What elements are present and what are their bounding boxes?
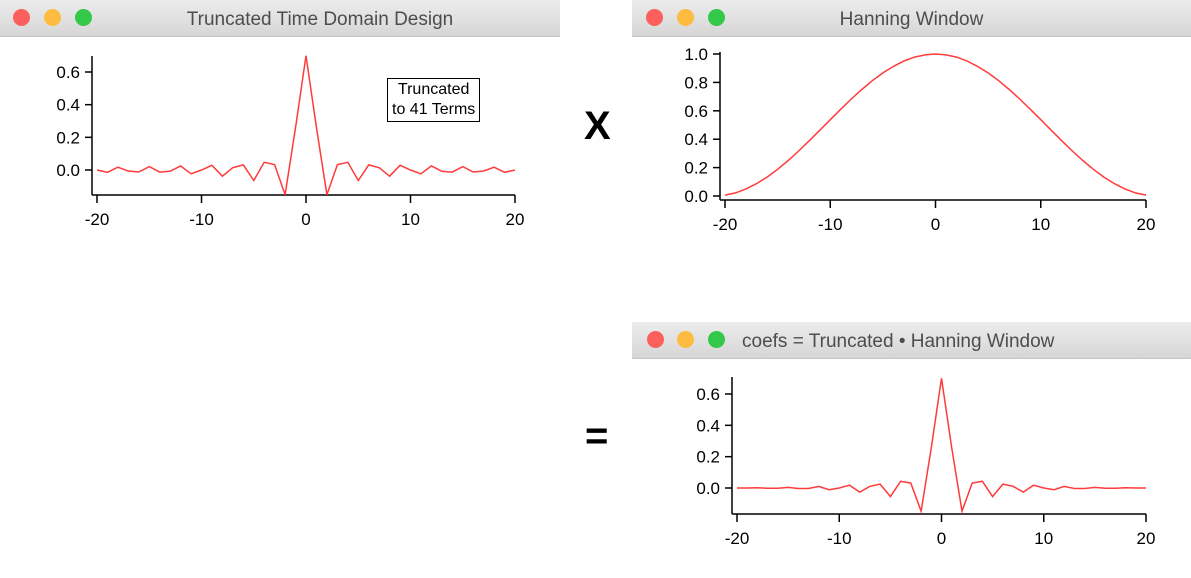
x-tick-label: 20 [1137,215,1156,234]
x-tick-label: 0 [301,210,310,229]
x-tick-label: -20 [713,215,738,234]
y-tick-label: 1.0 [684,45,708,64]
x-tick-label: 20 [506,210,525,229]
y-tick-label: 0.2 [684,159,708,178]
window-title: Truncated Time Domain Design [186,9,454,30]
hanning-chart: -20 -10 0 10 20 0.0 0.2 0.4 0.6 0.8 1.0 [684,45,1156,234]
zoom-button[interactable] [75,9,92,26]
truncated-chart: -20 -10 0 10 20 0.0 0.2 0.4 0.6 [56,55,525,229]
window-title: coefs = Truncated • Hanning Window [742,331,1055,352]
multiply-operator: X [584,104,611,148]
close-button[interactable] [646,9,663,26]
equals-operator: = [585,414,609,458]
minimize-button[interactable] [44,9,61,26]
y-tick-label: 0.6 [696,385,720,404]
zoom-button[interactable] [708,9,725,26]
y-tick-label: 0.2 [696,448,720,467]
minimize-button[interactable] [677,331,694,348]
y-tick-label: 0.0 [56,161,80,180]
x-tick-label: -20 [85,210,110,229]
y-tick-label: 0.0 [684,187,708,206]
annotation-box: Truncated to 41 Terms [387,78,481,122]
x-tick-label: 0 [937,529,946,548]
x-tick-label: 0 [931,215,940,234]
x-tick-label: 20 [1137,529,1156,548]
y-tick-label: 0.2 [56,128,80,147]
y-tick-label: 0.6 [56,63,80,82]
y-tick-label: 0.8 [684,73,708,92]
coefs-chart: -20 -10 0 10 20 0.0 0.2 0.4 0.6 [696,377,1156,548]
data-trace [96,55,516,195]
x-tick-label: 10 [1034,529,1053,548]
zoom-button[interactable] [708,331,725,348]
y-tick-label: 0.4 [56,96,80,115]
x-tick-label: 10 [1031,215,1050,234]
title-bar[interactable]: Truncated Time Domain Design [0,0,560,37]
x-tick-label: -20 [725,529,750,548]
y-tick-label: 0.6 [684,102,708,121]
minimize-button[interactable] [677,9,694,26]
x-tick-label: -10 [189,210,214,229]
close-button[interactable] [647,331,664,348]
title-bar[interactable]: coefs = Truncated • Hanning Window [632,322,1191,359]
data-trace [737,378,1146,515]
annotation-line: to 41 Terms [392,101,476,118]
data-trace [724,53,1147,196]
x-tick-label: -10 [827,529,852,548]
y-tick-label: 0.4 [684,130,708,149]
window-coefs: coefs = Truncated • Hanning Window -20 -1… [632,322,1191,578]
title-bar[interactable]: Hanning Window [632,0,1191,37]
window-truncated: Truncated Time Domain Design -20 -10 0 10 20… [0,0,560,250]
y-tick-label: 0.0 [696,479,720,498]
annotation-line: Truncated [397,81,470,98]
window-hanning: Hanning Window -20 -10 0 10 20 0.0 0.2 0.4 0.6 0.… [632,0,1191,250]
close-button[interactable] [13,9,30,26]
x-tick-label: -10 [818,215,843,234]
y-tick-label: 0.4 [696,416,720,435]
x-tick-label: 10 [401,210,420,229]
window-title: Hanning Window [839,9,984,30]
